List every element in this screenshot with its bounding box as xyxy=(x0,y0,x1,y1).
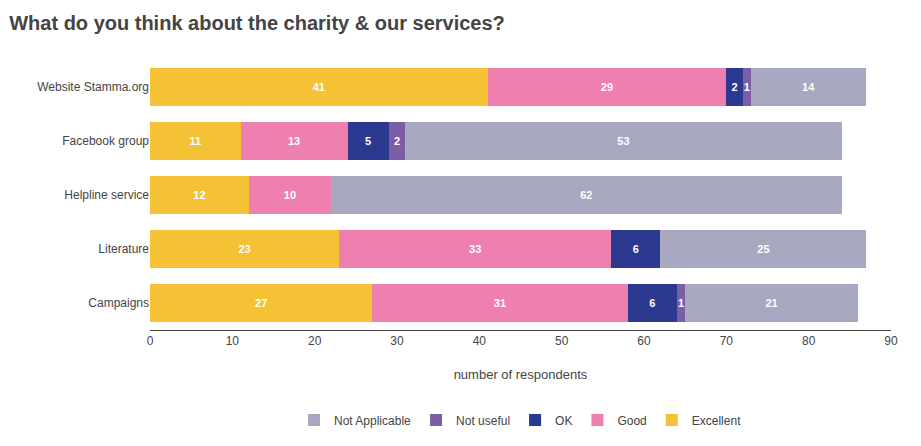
svg-text:Not Applicable: Not Applicable xyxy=(334,414,411,428)
svg-text:41: 41 xyxy=(313,81,325,93)
svg-text:1: 1 xyxy=(678,297,684,309)
svg-text:6: 6 xyxy=(633,243,639,255)
svg-text:30: 30 xyxy=(390,334,404,348)
svg-text:14: 14 xyxy=(802,81,815,93)
svg-text:2: 2 xyxy=(732,81,738,93)
svg-text:60: 60 xyxy=(637,334,651,348)
svg-text:70: 70 xyxy=(720,334,734,348)
svg-text:27: 27 xyxy=(255,297,267,309)
svg-text:Website Stamma.org: Website Stamma.org xyxy=(37,80,149,94)
svg-text:10: 10 xyxy=(226,334,240,348)
svg-text:23: 23 xyxy=(239,243,251,255)
svg-text:20: 20 xyxy=(308,334,322,348)
svg-text:1: 1 xyxy=(744,81,750,93)
svg-text:5: 5 xyxy=(365,135,371,147)
svg-text:31: 31 xyxy=(494,297,506,309)
svg-text:6: 6 xyxy=(649,297,655,309)
svg-text:50: 50 xyxy=(555,334,569,348)
svg-text:90: 90 xyxy=(884,334,898,348)
svg-text:Not useful: Not useful xyxy=(456,414,510,428)
svg-text:Good: Good xyxy=(617,414,646,428)
svg-text:Helpline service: Helpline service xyxy=(64,188,149,202)
svg-text:29: 29 xyxy=(601,81,613,93)
svg-text:Facebook group: Facebook group xyxy=(62,134,149,148)
svg-text:53: 53 xyxy=(617,135,629,147)
svg-text:40: 40 xyxy=(473,334,487,348)
svg-text:13: 13 xyxy=(288,135,300,147)
svg-text:0: 0 xyxy=(147,334,154,348)
svg-text:62: 62 xyxy=(580,189,592,201)
svg-text:number of respondents: number of respondents xyxy=(454,367,588,382)
svg-text:12: 12 xyxy=(193,189,205,201)
svg-text:OK: OK xyxy=(555,414,572,428)
svg-text:80: 80 xyxy=(802,334,816,348)
svg-text:33: 33 xyxy=(469,243,481,255)
svg-text:Literature: Literature xyxy=(98,242,149,256)
svg-text:What do you think about the ch: What do you think about the charity & ou… xyxy=(9,12,505,34)
svg-text:21: 21 xyxy=(765,297,777,309)
svg-text:25: 25 xyxy=(757,243,769,255)
svg-text:11: 11 xyxy=(189,135,201,147)
svg-text:10: 10 xyxy=(284,189,296,201)
svg-text:Campaigns: Campaigns xyxy=(88,296,149,310)
svg-text:Excellent: Excellent xyxy=(692,414,741,428)
svg-text:2: 2 xyxy=(394,135,400,147)
